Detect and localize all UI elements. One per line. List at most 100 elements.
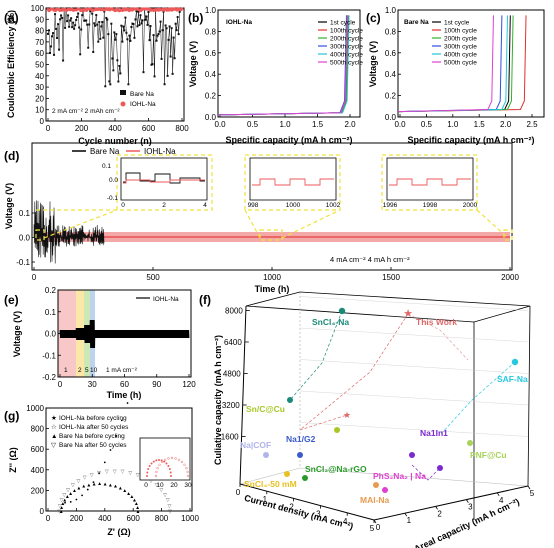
point-bare-before: ▲: [134, 501, 139, 507]
inset-1-frame: [120, 157, 208, 201]
f-y-ticklabel-3: 3: [468, 503, 473, 512]
c-y-ticklabel-1: 0.2: [385, 92, 397, 101]
label-saf-na: SAF-Na: [497, 374, 528, 384]
point-bare-na: [77, 12, 80, 15]
point-bare-na: [125, 31, 128, 34]
point-bare-na: [55, 27, 58, 30]
point-bare-after: ▽: [121, 469, 125, 475]
point-bare-na: [118, 64, 121, 67]
point-bare-na: [107, 33, 110, 36]
point-bare-na: [66, 20, 69, 23]
panel-f-label: (f): [199, 293, 211, 307]
point-bare-na: [172, 36, 175, 39]
point-bare-na: [161, 29, 164, 32]
inset-3-xtick-1: 1998: [423, 202, 438, 209]
point-bare-na: [74, 24, 77, 27]
inset-point-iohl-before: [150, 462, 153, 465]
panel-e-ylabel: Voltage (V): [12, 311, 22, 357]
inset-1-bare-curve: [123, 172, 205, 184]
d-x-ticklabel-2: 1000: [263, 273, 281, 282]
inset-point-iohl-after: [155, 470, 158, 474]
point-bare-na: [163, 83, 166, 86]
point-bare-na: [64, 26, 67, 29]
point-na-cof: [263, 452, 269, 458]
inset-2-xtick-2: 1002: [326, 202, 341, 209]
point-na1-g2: [297, 452, 303, 458]
point-bare-na: [108, 80, 111, 83]
panel-e-series: [59, 319, 190, 349]
panel-g-label: (g): [4, 409, 19, 423]
inset-point-iohl-after: [158, 463, 161, 466]
point-sncl4-50mm: [284, 471, 290, 477]
c-y-ticklabel-0: 0.0: [385, 113, 397, 122]
point-bare-na: [115, 33, 118, 36]
inset-2-xtick-0: 998: [248, 202, 259, 209]
point-bare-na: [170, 27, 173, 30]
point-bare-na: [144, 18, 147, 21]
panel-a-legend-iohl: IOHL-Na: [130, 101, 156, 108]
g-x-ticklabel-1: 200: [70, 514, 84, 523]
point-sncl4-na-floor: [287, 397, 293, 403]
d-x-ticklabel-1: 500: [146, 273, 160, 282]
point-bare-after: ▽: [71, 483, 75, 489]
e-x-ticklabel-3: 90: [152, 380, 161, 389]
d-y-ticklabel-0: -0.1: [16, 258, 30, 267]
c-y-ticklabel-2: 0.4: [385, 70, 397, 79]
panel-b: (b) IOHL-Na 0.0 0.2 0.4 0.6 0.8 1.0 0.0 0.5 1.0…: [188, 6, 363, 145]
e-x-ticklabel-4: 120: [182, 380, 196, 389]
point-bare-na: [164, 24, 167, 27]
f-y-tick-1: [404, 512, 408, 517]
point-bare-na: [88, 23, 91, 26]
guide-this-work-2: [407, 313, 469, 361]
point-iohl-na: [180, 7, 184, 11]
panel-e: (e) -0.2 -0.1 0.0 0.1 0.2 0 30 60 90 120 Voltage…: [4, 286, 196, 400]
panel-d-ylabel: Voltage (V): [4, 183, 14, 229]
panel-d-series: [33, 200, 510, 264]
point-this-work: ★: [403, 308, 413, 320]
f-z-ticklabel-2: 4800: [223, 370, 241, 379]
panel-b-title: IOHL-Na: [226, 19, 252, 26]
legend-marker-iohl-after: ☆: [51, 423, 57, 431]
f-y-ticklabel-2: 2: [437, 509, 442, 518]
panel-g-yticks: 0 200 400 600 800 1000: [26, 404, 49, 516]
point-diffusion-tail: [69, 501, 72, 503]
g-x-ticklabel-0: 0: [46, 514, 51, 523]
b-y-ticklabel-0: 0.0: [205, 113, 217, 122]
b-y-ticklabel-3: 0.6: [205, 49, 217, 58]
panel-c-label: (c): [366, 11, 381, 25]
point-sncl4-na: [338, 307, 346, 315]
d-x-ticklabel-4: 2000: [501, 273, 519, 282]
point-bare-before: ▲: [86, 482, 91, 488]
point-bare-na: [67, 14, 70, 17]
point-bare-after: ▽: [83, 475, 87, 481]
point-bare-na: [70, 17, 73, 20]
panel-g-inset-xtick-2: 20: [170, 482, 178, 489]
point-bare-na: [178, 10, 181, 13]
c-x-ticklabel-1: 0.5: [421, 120, 433, 129]
point-bare-na: [53, 53, 56, 56]
a-y-ticklabel-4: 40: [35, 72, 44, 81]
point-bare-na: [112, 69, 115, 72]
f-y-ticklabel-5: 5: [530, 489, 535, 498]
point-bare-after: ▽: [113, 469, 117, 475]
d-x-ticklabel-0: 0: [32, 273, 37, 282]
panel-f-grid: [299, 296, 529, 437]
panel-g-inset-xtick-1: 10: [156, 482, 164, 489]
curve-cycle-2: [217, 15, 349, 116]
point-bare-na: [59, 18, 62, 21]
point-bare-before: ▲: [59, 509, 64, 515]
panel-c: (c) Bare Na 0.0 0.2 0.4 0.6 0.8 1.0 0.0 0.5 1.0…: [366, 6, 545, 145]
panel-a-frame: [45, 7, 185, 122]
point-bare-na: [92, 50, 95, 53]
point-bare-na: [152, 34, 155, 37]
point-bare-na: [100, 25, 103, 28]
panel-g-inset-xtick-3: 30: [184, 482, 192, 489]
point-bare-before: ▲: [122, 488, 127, 494]
point-bare-na: [140, 22, 143, 25]
legend-label-1: 100th cycle: [330, 28, 363, 35]
panel-f-xlabel: Current density (mA cm⁻²): [243, 493, 354, 532]
point-diffusion-tail: [109, 449, 112, 451]
point-diffusion-tail: [115, 435, 118, 437]
g-y-ticklabel-0: 0: [40, 507, 45, 516]
